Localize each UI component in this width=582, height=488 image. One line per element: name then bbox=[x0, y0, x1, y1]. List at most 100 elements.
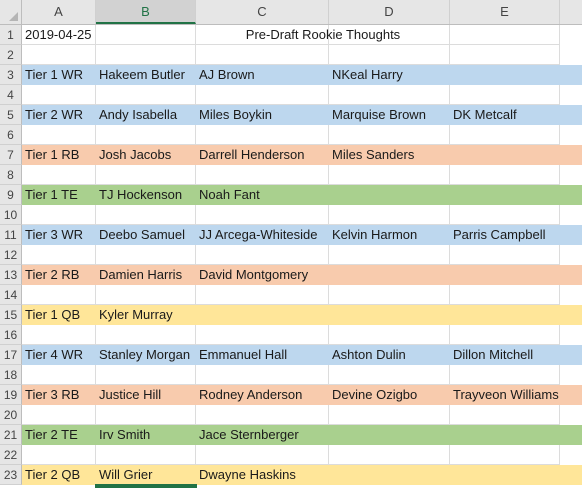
player-cell[interactable]: NKeal Harry bbox=[332, 67, 403, 82]
player-cell[interactable] bbox=[329, 465, 450, 485]
row-header[interactable]: 18 bbox=[0, 365, 22, 385]
player-cell[interactable] bbox=[450, 405, 560, 425]
player-cell[interactable] bbox=[196, 305, 329, 325]
date-cell[interactable]: 2019-04-25 bbox=[22, 25, 96, 45]
player-cell[interactable]: Jace Sternberger bbox=[199, 427, 299, 442]
player-cell[interactable] bbox=[450, 465, 560, 485]
player-cell[interactable]: Will Grier bbox=[99, 467, 153, 482]
player-cell[interactable]: DK Metcalf bbox=[453, 107, 517, 122]
player-cell[interactable] bbox=[450, 285, 560, 305]
tier-cell[interactable] bbox=[22, 405, 96, 425]
row-header[interactable]: 10 bbox=[0, 205, 22, 225]
row-header[interactable]: 23 bbox=[0, 465, 22, 485]
player-cell[interactable] bbox=[329, 425, 450, 445]
player-cell[interactable] bbox=[450, 65, 560, 85]
player-cell[interactable]: David Montgomery bbox=[199, 267, 309, 282]
column-header-a[interactable]: A bbox=[22, 0, 96, 24]
player-cell[interactable] bbox=[329, 85, 450, 105]
row-header[interactable]: 7 bbox=[0, 145, 22, 165]
player-cell[interactable] bbox=[96, 165, 196, 185]
row-header[interactable]: 17 bbox=[0, 345, 22, 365]
player-cell[interactable]: JJ Arcega-Whiteside bbox=[199, 227, 318, 242]
player-cell[interactable]: Devine Ozigbo bbox=[332, 387, 418, 402]
player-cell[interactable]: Trayveon Williams bbox=[453, 387, 559, 402]
cell[interactable] bbox=[450, 25, 560, 45]
row-header[interactable]: 19 bbox=[0, 385, 22, 405]
player-cell[interactable] bbox=[196, 245, 329, 265]
player-cell[interactable] bbox=[450, 125, 560, 145]
player-cell[interactable] bbox=[450, 265, 560, 285]
row-header[interactable]: 22 bbox=[0, 445, 22, 465]
player-cell[interactable]: Marquise Brown bbox=[332, 107, 426, 122]
player-cell[interactable] bbox=[450, 165, 560, 185]
tier-cell[interactable] bbox=[22, 245, 96, 265]
row-header[interactable]: 15 bbox=[0, 305, 22, 325]
player-cell[interactable] bbox=[196, 125, 329, 145]
player-cell[interactable] bbox=[450, 245, 560, 265]
player-cell[interactable] bbox=[196, 325, 329, 345]
row-header[interactable]: 11 bbox=[0, 225, 22, 245]
tier-cell[interactable] bbox=[22, 285, 96, 305]
player-cell[interactable] bbox=[96, 365, 196, 385]
tier-cell[interactable]: Tier 1 QB bbox=[25, 307, 81, 322]
player-cell[interactable]: TJ Hockenson bbox=[99, 187, 183, 202]
column-header-d[interactable]: D bbox=[329, 0, 450, 24]
tier-cell[interactable] bbox=[22, 445, 96, 465]
player-cell[interactable] bbox=[450, 365, 560, 385]
column-header-e[interactable]: E bbox=[450, 0, 560, 24]
player-cell[interactable] bbox=[450, 205, 560, 225]
player-cell[interactable] bbox=[96, 125, 196, 145]
player-cell[interactable]: Rodney Anderson bbox=[199, 387, 303, 402]
player-cell[interactable] bbox=[96, 325, 196, 345]
player-cell[interactable]: Josh Jacobs bbox=[99, 147, 172, 162]
player-cell[interactable]: Dwayne Haskins bbox=[199, 467, 296, 482]
player-cell[interactable] bbox=[450, 305, 560, 325]
player-cell[interactable] bbox=[450, 85, 560, 105]
tier-cell[interactable] bbox=[22, 365, 96, 385]
row-header[interactable]: 5 bbox=[0, 105, 22, 125]
player-cell[interactable] bbox=[196, 205, 329, 225]
player-cell[interactable] bbox=[96, 285, 196, 305]
player-cell[interactable] bbox=[96, 205, 196, 225]
tier-cell[interactable] bbox=[22, 85, 96, 105]
player-cell[interactable]: Justice Hill bbox=[99, 387, 162, 402]
row-header[interactable]: 12 bbox=[0, 245, 22, 265]
player-cell[interactable] bbox=[196, 85, 329, 105]
player-cell[interactable] bbox=[196, 365, 329, 385]
row-header[interactable]: 16 bbox=[0, 325, 22, 345]
player-cell[interactable]: Kelvin Harmon bbox=[332, 227, 418, 242]
tier-cell[interactable]: Tier 1 TE bbox=[25, 187, 78, 202]
tier-cell[interactable] bbox=[22, 325, 96, 345]
tier-cell[interactable] bbox=[22, 125, 96, 145]
player-cell[interactable] bbox=[329, 285, 450, 305]
player-cell[interactable] bbox=[450, 45, 560, 65]
player-cell[interactable] bbox=[96, 45, 196, 65]
tier-cell[interactable]: Tier 2 QB bbox=[25, 467, 81, 482]
player-cell[interactable] bbox=[329, 305, 450, 325]
player-cell[interactable]: Stanley Morgan bbox=[99, 347, 191, 362]
player-cell[interactable] bbox=[196, 45, 329, 65]
tier-cell[interactable]: Tier 2 TE bbox=[25, 427, 78, 442]
player-cell[interactable]: Deebo Samuel bbox=[99, 227, 185, 242]
tier-cell[interactable]: Tier 4 WR bbox=[25, 347, 84, 362]
player-cell[interactable] bbox=[96, 445, 196, 465]
player-cell[interactable]: Kyler Murray bbox=[99, 307, 173, 322]
tier-cell[interactable]: Tier 1 RB bbox=[25, 147, 80, 162]
row-header[interactable]: 20 bbox=[0, 405, 22, 425]
player-cell[interactable] bbox=[450, 325, 560, 345]
player-cell[interactable] bbox=[329, 185, 450, 205]
row-header[interactable]: 6 bbox=[0, 125, 22, 145]
player-cell[interactable] bbox=[196, 165, 329, 185]
cell[interactable] bbox=[329, 25, 450, 45]
player-cell[interactable] bbox=[329, 165, 450, 185]
player-cell[interactable] bbox=[329, 405, 450, 425]
player-cell[interactable]: Andy Isabella bbox=[99, 107, 178, 122]
tier-cell[interactable]: Tier 3 WR bbox=[25, 227, 84, 242]
player-cell[interactable] bbox=[450, 425, 560, 445]
player-cell[interactable] bbox=[96, 405, 196, 425]
player-cell[interactable] bbox=[329, 245, 450, 265]
player-cell[interactable]: Ashton Dulin bbox=[332, 347, 406, 362]
player-cell[interactable] bbox=[329, 45, 450, 65]
row-header[interactable]: 14 bbox=[0, 285, 22, 305]
player-cell[interactable]: Miles Sanders bbox=[332, 147, 415, 162]
